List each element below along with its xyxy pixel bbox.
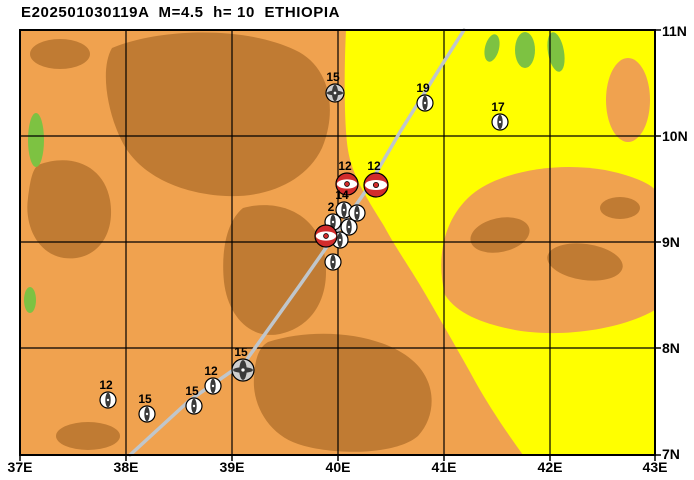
focal-mechanism-cross: [231, 358, 255, 382]
y-tick-11n: 11N: [662, 23, 687, 39]
vegetation-patch-1: [484, 34, 500, 62]
focal-mechanism-white: [99, 391, 117, 409]
x-tick-38e: 38E: [114, 459, 139, 475]
focal-mechanism-white: [204, 377, 222, 395]
y-tick-8n: 8N: [662, 340, 680, 356]
x-tick-39e: 39E: [220, 459, 245, 475]
focal-mechanism-white: [138, 405, 156, 423]
focal-mechanism-red: [314, 224, 338, 248]
highland-brown-afar1: [470, 217, 530, 253]
x-tick-37e: 37E: [8, 459, 33, 475]
vegetation-patch-4: [28, 113, 44, 167]
highland-brown-afar2: [547, 243, 623, 281]
focal-mechanism-layer: [99, 83, 509, 423]
focal-mechanism-white: [324, 253, 342, 271]
focal-mechanism-white: [416, 94, 434, 112]
vegetation-patch-3: [547, 32, 565, 72]
focal-mechanism-cross: [325, 83, 345, 103]
focal-mechanism-white: [348, 204, 366, 222]
highland-brown-north: [105, 32, 330, 197]
event-labels-layer: 15 19 17 142 12 12 12 15 15 12 15: [99, 70, 505, 406]
focal-mechanism-white: [185, 397, 203, 415]
event-label: 19: [416, 81, 430, 95]
y-tick-10n: 10N: [662, 128, 688, 144]
event-label: 15: [185, 384, 199, 398]
highland-brown-west: [27, 160, 112, 259]
x-tick-43e: 43E: [643, 459, 668, 475]
event-label: 12: [204, 364, 218, 378]
event-label: 12: [338, 159, 352, 173]
y-tick-7n: 7N: [662, 446, 680, 462]
highland-brown-central: [223, 205, 327, 335]
vegetation-patch-5: [24, 287, 36, 313]
event-label: 15: [326, 70, 340, 84]
event-label: 15: [138, 392, 152, 406]
vegetation-patch-2: [515, 32, 535, 68]
x-axis-labels: 37E 38E 39E 40E 41E 42E 43E: [8, 459, 668, 475]
event-label: 17: [491, 100, 505, 114]
x-tick-40e: 40E: [326, 459, 351, 475]
plot-title: E202501030119A M=4.5 h= 10 ETHIOPIA: [21, 4, 341, 21]
highland-brown-south: [253, 333, 432, 452]
event-label: 14: [335, 188, 349, 202]
event-label: 12: [99, 378, 113, 392]
axis-ticks: [19, 29, 661, 461]
x-tick-41e: 41E: [432, 459, 457, 475]
event-label: 2: [328, 200, 335, 214]
focal-mechanism-white: [340, 218, 358, 236]
x-tick-42e: 42E: [538, 459, 563, 475]
focal-mechanism-white: [491, 113, 509, 131]
focal-mechanism-red: [335, 172, 359, 196]
focal-mechanism-white: [335, 201, 353, 219]
y-tick-9n: 9N: [662, 234, 680, 250]
event-label: 15: [234, 345, 248, 359]
y-axis-labels: 11N 10N 9N 8N 7N: [662, 23, 688, 462]
orange-patch-ne: [606, 58, 650, 142]
focal-mechanism-red: [363, 172, 389, 198]
highland-brown-afar3: [600, 197, 640, 219]
event-label: 12: [367, 159, 381, 173]
highland-brown-nw: [30, 39, 90, 69]
highland-brown-sw: [56, 422, 120, 450]
